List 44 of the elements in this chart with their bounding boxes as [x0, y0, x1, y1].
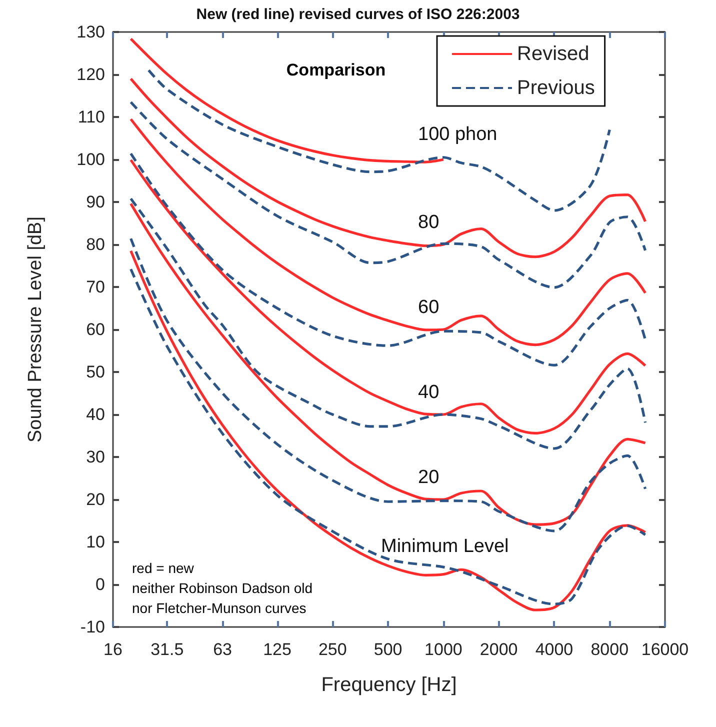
legend-label: Previous	[517, 77, 595, 99]
annotation: 80	[418, 212, 440, 233]
y-tick-label: -10	[80, 618, 105, 636]
annotation: Minimum Level	[381, 536, 509, 557]
y-tick-label: 20	[86, 490, 105, 509]
annotation: neither Robinson Dadson old	[132, 580, 313, 596]
x-tick-label: 125	[263, 640, 292, 659]
y-tick-label: 120	[76, 65, 105, 84]
annotation: red = new	[132, 560, 195, 576]
chart-title: New (red line) revised curves of ISO 226:2003	[196, 6, 520, 23]
x-tick-label: 4000	[535, 640, 574, 659]
line-series	[130, 158, 647, 434]
y-tick-label: 100	[76, 150, 105, 169]
y-tick-label: 80	[86, 235, 105, 254]
x-tick-label: 1000	[424, 640, 462, 659]
annotation: 20	[418, 467, 440, 488]
annotation: Comparison	[286, 60, 386, 80]
y-tick-label: 40	[86, 405, 105, 424]
y-tick-label: 90	[86, 192, 105, 212]
y-tick-label: 110	[78, 108, 105, 126]
x-tick-label: 31.5	[150, 640, 184, 659]
line-series	[130, 118, 647, 346]
x-tick-label: 16	[104, 640, 122, 659]
x-tick-label: 8000	[590, 640, 629, 659]
x-tick-label: 16000	[641, 640, 689, 659]
x-tick-label: 500	[374, 640, 402, 659]
x-tick-label: 250	[318, 640, 347, 659]
y-tick-label: 0	[96, 575, 105, 594]
y-tick-label: 60	[86, 320, 105, 339]
x-axis-title: Frequency [Hz]	[321, 674, 457, 696]
x-tick-label: 63	[213, 640, 232, 659]
annotation: 60	[418, 297, 440, 318]
annotation: nor Fletcher-Munson curves	[132, 600, 306, 616]
y-tick-label: 10	[86, 532, 105, 552]
y-tick-label: 30	[86, 448, 105, 466]
x-tick-label: 2000	[480, 640, 518, 659]
annotation: 100 phon	[418, 124, 498, 145]
y-axis-title: Sound Pressure Level [dB]	[25, 216, 46, 443]
y-tick-label: 50	[86, 362, 105, 382]
annotation: 40	[418, 382, 440, 403]
y-tick-label: 130	[76, 22, 105, 42]
line-series	[130, 77, 647, 258]
y-tick-label: 70	[86, 278, 105, 296]
legend-label: Revised	[517, 43, 590, 65]
